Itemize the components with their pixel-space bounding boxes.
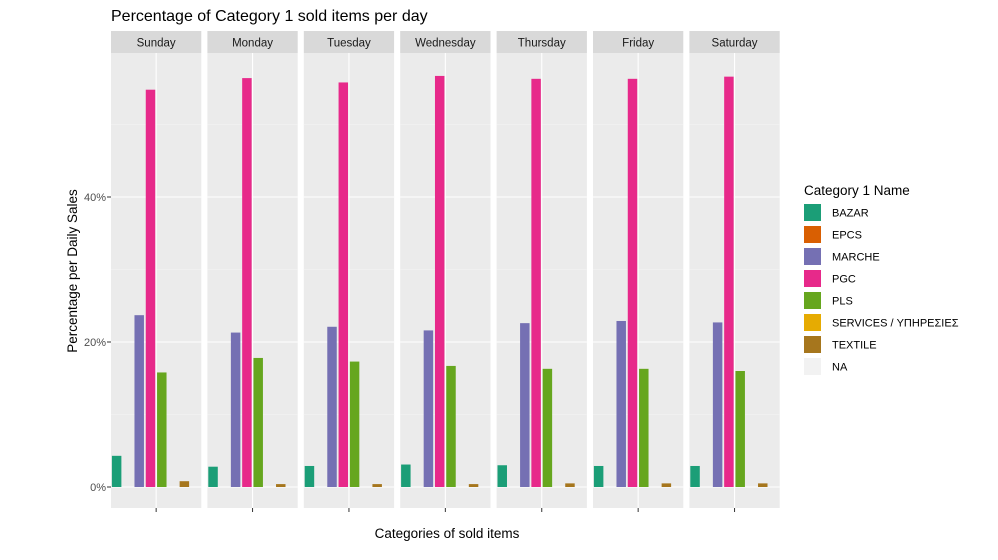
- bar: [157, 372, 167, 487]
- legend-label: EPCS: [832, 230, 862, 242]
- facet-strip: [496, 31, 587, 53]
- facet-label: Wednesday: [415, 38, 476, 50]
- legend-swatch: [804, 336, 821, 353]
- bar: [446, 365, 456, 487]
- bar: [372, 484, 382, 487]
- bar: [179, 481, 190, 487]
- facet-label: Saturday: [712, 38, 758, 50]
- facet-strip: [400, 31, 491, 53]
- legend-swatch: [804, 292, 821, 309]
- chart-title: Percentage of Category 1 sold items per …: [111, 8, 428, 25]
- legend-swatch: [804, 270, 821, 287]
- legend-swatch: [804, 358, 821, 375]
- legend-swatch: [804, 226, 821, 243]
- bar: [627, 78, 638, 487]
- facet-panels: Sunday Monday Tuesday Wednesday Thursday Frid…: [111, 31, 780, 512]
- facet-strip: [303, 31, 395, 53]
- bar: [712, 322, 723, 487]
- facet-strip: [593, 31, 684, 53]
- facet-panel: Wednesday: [400, 31, 491, 512]
- bar: [242, 78, 252, 487]
- facet-label: Tuesday: [327, 38, 371, 50]
- legend-swatch: [804, 204, 821, 221]
- facet-panel: Saturday: [689, 31, 780, 512]
- bar: [423, 330, 434, 487]
- legend-label: TEXTILE: [832, 340, 877, 352]
- bar: [497, 465, 507, 487]
- bar: [401, 464, 411, 487]
- y-tick-label: 40%: [84, 192, 106, 204]
- bar: [349, 361, 360, 487]
- legend-title: Category 1 Name: [804, 183, 910, 198]
- bar: [661, 483, 672, 487]
- facet-label: Thursday: [518, 38, 566, 50]
- facet-panel: Sunday: [111, 31, 202, 512]
- x-axis-title: Categories of sold items: [375, 526, 520, 541]
- bar: [531, 78, 541, 487]
- legend: Category 1 Name BAZAR EPCS MARCHE PGC PLS SER…: [804, 183, 959, 375]
- facet-panel: Thursday: [496, 31, 587, 512]
- bar: [134, 315, 144, 487]
- facet-strip: [689, 31, 780, 53]
- facet-panel: Monday: [207, 31, 298, 512]
- bar: [593, 465, 604, 487]
- facet-label: Sunday: [137, 38, 176, 50]
- legend-swatch: [804, 314, 821, 331]
- facet-label: Monday: [232, 38, 273, 50]
- facet-strip: [111, 31, 202, 53]
- legend-swatch: [804, 248, 821, 265]
- legend-label: MARCHE: [832, 252, 880, 264]
- bar: [111, 455, 122, 487]
- facet-label: Friday: [622, 38, 654, 50]
- y-tick-label: 0%: [90, 482, 106, 494]
- bar: [327, 326, 337, 487]
- bar: [208, 466, 218, 487]
- y-axis: 0% 20% 40%: [84, 192, 111, 494]
- legend-label: PLS: [832, 296, 853, 308]
- bar: [434, 75, 445, 488]
- legend-label: PGC: [832, 274, 856, 286]
- bar: [253, 357, 263, 487]
- bar: [639, 368, 649, 487]
- bar: [735, 371, 745, 487]
- bar: [230, 332, 241, 487]
- bar: [304, 465, 315, 487]
- facet-panel: Tuesday: [303, 31, 395, 512]
- y-axis-title: Percentage per Daily Sales: [65, 189, 80, 353]
- legend-label: NA: [832, 362, 848, 374]
- bar: [724, 76, 734, 488]
- bar: [145, 89, 156, 487]
- bar: [690, 465, 700, 487]
- bar: [758, 483, 768, 487]
- bar: [338, 82, 349, 487]
- facet-strip: [207, 31, 298, 53]
- bar: [468, 484, 479, 487]
- bar: [565, 483, 575, 487]
- bar: [616, 320, 626, 487]
- bar: [520, 323, 530, 487]
- bar: [276, 484, 286, 487]
- legend-label: BAZAR: [832, 208, 869, 220]
- facet-panel: Friday: [593, 31, 684, 512]
- legend-label: SERVICES / ΥΠΗΡΕΣΙΕΣ: [832, 318, 959, 330]
- bar: [542, 368, 553, 487]
- y-tick-label: 20%: [84, 337, 106, 349]
